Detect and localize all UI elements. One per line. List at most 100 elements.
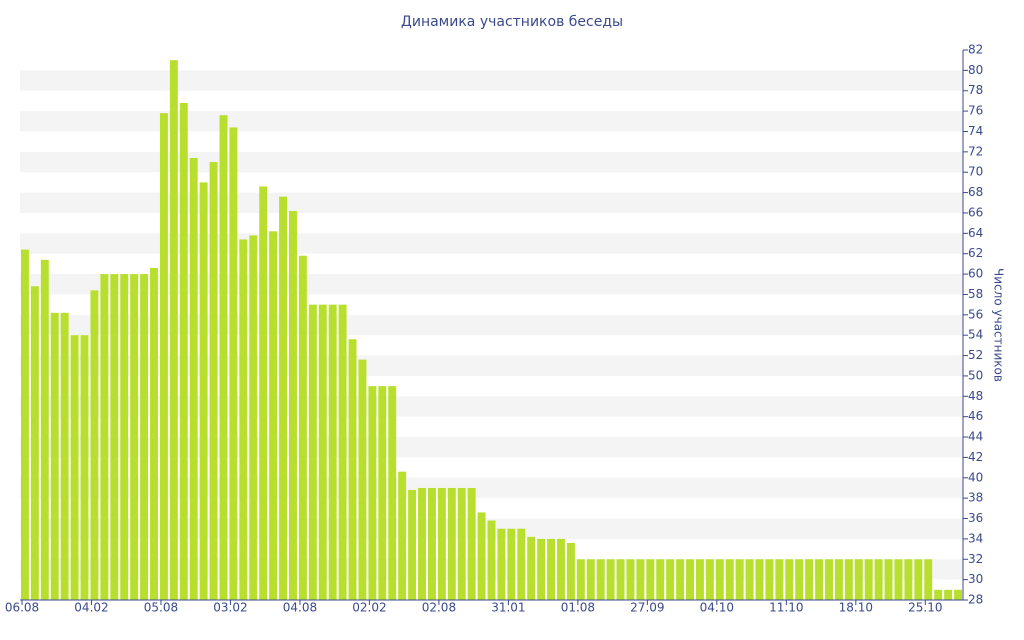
bar xyxy=(517,528,526,600)
bar xyxy=(70,335,79,600)
bar xyxy=(825,559,833,600)
bar xyxy=(894,559,903,600)
bar xyxy=(547,538,556,600)
bar xyxy=(447,487,456,600)
bar xyxy=(80,335,89,600)
bar xyxy=(189,157,198,601)
bar xyxy=(944,589,953,600)
bar xyxy=(328,304,337,600)
bar xyxy=(636,559,645,600)
bar xyxy=(289,210,297,601)
bar xyxy=(576,559,585,600)
y-tick-label: 48 xyxy=(968,389,983,403)
bar xyxy=(427,487,436,600)
y-tick-label: 56 xyxy=(968,307,983,321)
bar xyxy=(795,559,804,600)
y-axis-label: Число участников xyxy=(992,268,1006,382)
y-tick-label: 36 xyxy=(968,511,983,525)
bar xyxy=(626,559,635,600)
bar xyxy=(368,386,377,600)
y-tick-label: 60 xyxy=(968,267,983,281)
x-tick-label: 03.02 xyxy=(213,601,247,615)
x-tick-label: 31.01 xyxy=(491,601,525,615)
bar xyxy=(765,559,774,600)
bar xyxy=(954,589,962,600)
y-tick-label: 76 xyxy=(968,104,983,118)
y-tick-label: 54 xyxy=(968,328,983,342)
bar xyxy=(279,196,288,600)
bar xyxy=(199,182,208,600)
bar xyxy=(418,487,426,600)
bar xyxy=(924,559,933,600)
y-tick-label: 52 xyxy=(968,348,983,362)
y-tick-label: 74 xyxy=(968,124,983,138)
bar xyxy=(775,559,784,600)
bar xyxy=(259,186,268,600)
bar xyxy=(527,536,536,600)
bar xyxy=(298,255,307,601)
bar xyxy=(229,127,238,600)
bar xyxy=(904,559,913,600)
bar xyxy=(854,559,863,600)
y-tick-label: 68 xyxy=(968,185,983,199)
bar xyxy=(874,559,883,600)
bar xyxy=(239,239,248,600)
bar xyxy=(834,559,843,600)
y-tick-label: 28 xyxy=(968,593,983,607)
bar xyxy=(408,490,417,600)
x-tick-label: 27.09 xyxy=(630,601,664,615)
bar xyxy=(338,304,347,600)
bar xyxy=(21,249,29,600)
bar xyxy=(169,60,178,601)
bar xyxy=(586,559,595,600)
bar xyxy=(596,559,605,600)
bar xyxy=(815,559,824,600)
y-tick-label: 30 xyxy=(968,572,983,586)
bar xyxy=(150,267,158,600)
bar xyxy=(745,559,754,600)
y-tick-label: 66 xyxy=(968,205,983,219)
bar xyxy=(725,559,734,600)
y-tick-label: 58 xyxy=(968,287,983,301)
bar xyxy=(705,559,714,600)
y-tick-label: 34 xyxy=(968,531,983,545)
y-tick-label: 42 xyxy=(968,450,983,464)
bar xyxy=(755,559,764,600)
bar xyxy=(467,487,476,600)
x-tick-label: 06.08 xyxy=(5,601,39,615)
bar xyxy=(507,528,516,600)
x-tick-label: 04.02 xyxy=(74,601,108,615)
bar xyxy=(30,286,39,600)
bar xyxy=(676,559,685,600)
bar xyxy=(219,115,228,601)
bar xyxy=(308,304,317,600)
bar xyxy=(90,290,99,600)
bar xyxy=(110,274,119,600)
bar xyxy=(785,559,794,600)
y-tick-label: 62 xyxy=(968,246,983,260)
bar xyxy=(735,559,744,600)
y-tick-label: 78 xyxy=(968,83,983,97)
y-tick-label: 64 xyxy=(968,226,983,240)
bar xyxy=(100,274,109,600)
bar xyxy=(140,274,149,600)
bar xyxy=(884,559,893,600)
y-tick-label: 38 xyxy=(968,491,983,505)
bar xyxy=(388,386,397,600)
x-tick-label: 25.10 xyxy=(908,601,942,615)
bar xyxy=(616,559,625,600)
bar xyxy=(686,559,694,600)
bar xyxy=(120,274,129,600)
x-tick-label: 18.10 xyxy=(839,601,873,615)
bar xyxy=(40,259,49,600)
bar xyxy=(60,312,69,600)
x-tick-label: 04.08 xyxy=(283,601,317,615)
y-tick-label: 70 xyxy=(968,165,983,179)
x-tick-label: 01.08 xyxy=(561,601,595,615)
bar xyxy=(695,559,704,600)
bar xyxy=(249,235,258,601)
bar xyxy=(179,102,188,601)
grid-band xyxy=(20,192,963,213)
